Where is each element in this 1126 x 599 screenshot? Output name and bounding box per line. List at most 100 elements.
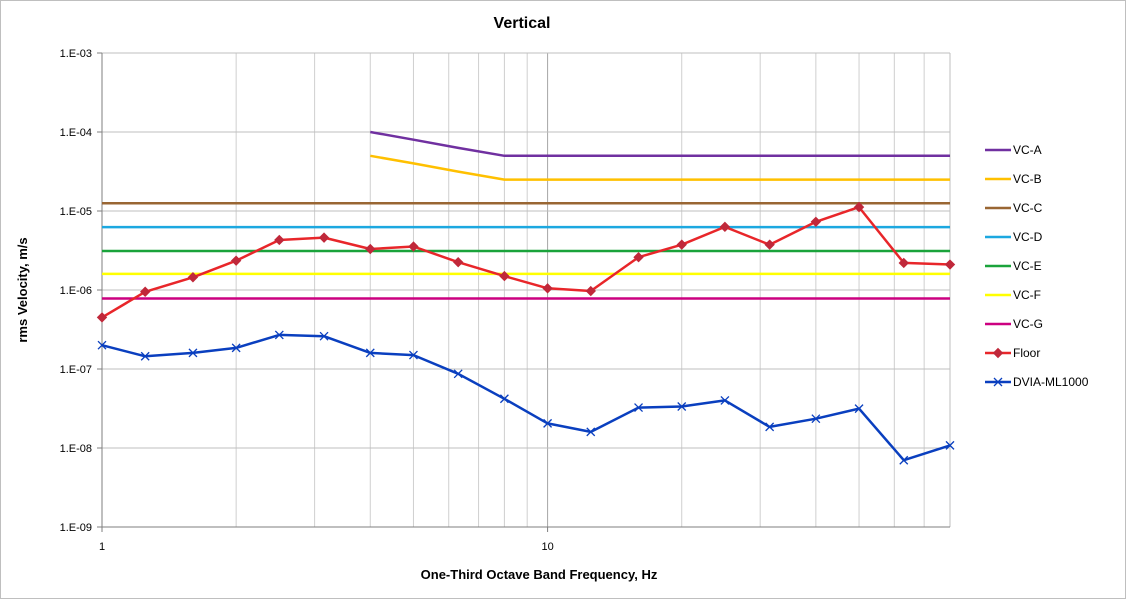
data-point [676, 239, 687, 250]
marker-stroke [811, 414, 821, 424]
data-point [188, 348, 198, 358]
series-vc-b [370, 154, 950, 181]
data-point [274, 234, 285, 246]
y-tick-label: 1.E-07 [60, 364, 92, 376]
marker-stroke [365, 348, 375, 358]
data-point [365, 348, 375, 358]
legend: VC-A VC-B VC-C VC-D VC-E VC-F VC-G Floor DVIA-ML… [985, 143, 1089, 389]
x-tick-label: 10 [541, 541, 553, 553]
data-point [96, 312, 108, 323]
legend-label: VC-E [1013, 259, 1042, 273]
legend-item-vc-b: VC-B [985, 172, 1042, 186]
data-point [853, 201, 865, 213]
marker-stroke [140, 351, 150, 361]
legend-item-vc-c: VC-C [985, 201, 1043, 215]
data-point [764, 239, 775, 250]
y-tick-label: 1.E-06 [60, 285, 92, 297]
series-line [370, 130, 950, 158]
legend-label: VC-G [1013, 317, 1043, 331]
axis-layer: 1.E-03 1.E-04 1.E-05 1.E-06 1.E-07 1.E-08 1.E-… [60, 48, 950, 553]
data-point [945, 440, 955, 450]
data-point [765, 422, 775, 432]
data-point [187, 272, 199, 283]
marker-stroke [453, 369, 463, 379]
legend-item-dvia-ml1000: DVIA-ML1000 [985, 375, 1089, 389]
data-point [453, 369, 463, 379]
data-point [139, 286, 151, 297]
data-point [543, 418, 553, 428]
series-dvia-ml1000 [97, 330, 955, 465]
data-point [634, 403, 644, 413]
marker-stroke [274, 330, 284, 340]
x-axis-title: One-Third Octave Band Frequency, Hz [421, 567, 658, 582]
data-point [720, 395, 730, 405]
data-point [810, 216, 822, 228]
series-line [101, 205, 951, 319]
data-point [319, 331, 329, 341]
legend-label: DVIA-ML1000 [1013, 375, 1089, 389]
marker-stroke [720, 395, 730, 405]
legend-item-vc-f: VC-F [985, 288, 1041, 302]
marker-stroke [677, 402, 687, 411]
data-point [318, 232, 330, 243]
legend-item-vc-d: VC-D [985, 230, 1043, 244]
data-point [230, 255, 242, 266]
chart-title: Vertical [494, 15, 551, 32]
data-point [899, 455, 909, 465]
data-point [140, 351, 150, 361]
data-point [365, 243, 376, 255]
marker-stroke [854, 404, 864, 414]
data-point [677, 402, 687, 411]
legend-item-vc-g: VC-G [985, 317, 1043, 331]
legend-label: VC-B [1013, 172, 1042, 186]
data-point [274, 330, 284, 340]
data-point [499, 394, 509, 404]
marker-stroke [319, 331, 329, 341]
series-vc-a [370, 130, 950, 158]
legend-label: Floor [1013, 346, 1040, 360]
data-point [408, 241, 419, 252]
data-point [499, 270, 510, 282]
y-axis-title: rms Velocity, m/s [15, 237, 30, 342]
marker-stroke [543, 418, 553, 428]
y-tick-label: 1.E-08 [60, 443, 92, 455]
series-layer [96, 130, 956, 465]
legend-marker [993, 377, 1003, 387]
y-tick-label: 1.E-03 [60, 48, 92, 60]
marker-stroke [188, 348, 198, 358]
marker-stroke [97, 340, 107, 350]
legend-label: VC-C [1013, 201, 1043, 215]
series-line [101, 333, 951, 462]
legend-label: VC-F [1013, 288, 1041, 302]
data-point [452, 256, 464, 268]
data-point [231, 343, 241, 353]
y-tick-label: 1.E-04 [60, 127, 92, 139]
marker-stroke [945, 440, 955, 450]
legend-label: VC-D [1013, 230, 1043, 244]
legend-marker [992, 347, 1004, 359]
marker-stroke [899, 455, 909, 465]
legend-label: VC-A [1013, 143, 1042, 157]
marker-stroke [634, 403, 644, 413]
legend-item-floor: Floor [985, 346, 1040, 360]
x-tick-label: 1 [99, 541, 105, 553]
data-point [97, 340, 107, 350]
data-point [633, 252, 644, 263]
series-line [370, 154, 950, 181]
marker-stroke [586, 427, 596, 437]
legend-item-vc-e: VC-E [985, 259, 1042, 273]
data-point [898, 257, 909, 269]
data-point [854, 404, 864, 414]
data-point [408, 350, 418, 360]
marker-stroke [231, 343, 241, 353]
series-floor [96, 201, 956, 323]
y-tick-label: 1.E-09 [60, 522, 92, 534]
y-tick-label: 1.E-05 [60, 206, 92, 218]
data-point [585, 285, 596, 297]
data-point [719, 221, 731, 233]
data-point [811, 414, 821, 424]
data-point [586, 427, 596, 437]
legend-item-vc-a: VC-A [985, 143, 1042, 157]
data-point [542, 283, 553, 294]
